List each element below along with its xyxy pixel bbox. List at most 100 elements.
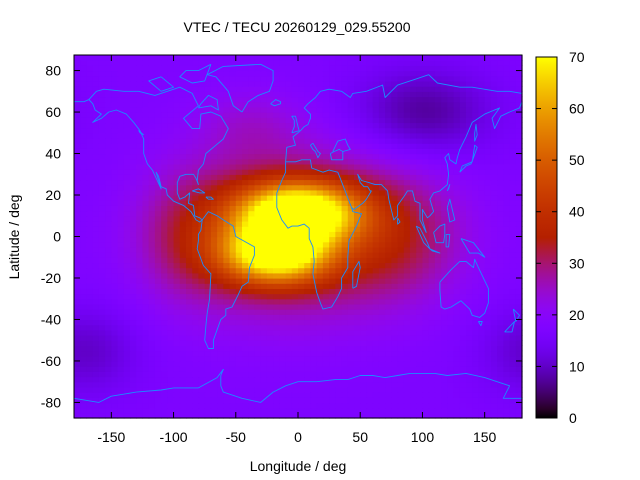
heatmap-cell [173, 324, 181, 331]
heatmap-cell [378, 329, 386, 336]
heatmap-cell [117, 407, 125, 414]
heatmap-cell [347, 91, 355, 98]
heatmap-cell [223, 267, 231, 274]
heatmap-cell [497, 86, 504, 92]
heatmap-cell [242, 319, 249, 326]
heatmap-cell [354, 324, 361, 331]
heatmap-cell [136, 329, 144, 336]
heatmap-cell [130, 366, 137, 372]
heatmap-cell [298, 101, 305, 108]
heatmap-cell [273, 376, 280, 383]
heatmap-cell [130, 189, 137, 196]
heatmap-cell [515, 184, 523, 191]
heatmap-cell [229, 184, 237, 191]
heatmap-cell [254, 96, 262, 103]
heatmap-cell [123, 143, 131, 149]
heatmap-cell [478, 257, 486, 264]
heatmap-cell [285, 236, 293, 243]
heatmap-cell [304, 324, 312, 331]
heatmap-cell [98, 132, 106, 139]
heatmap-cell [123, 189, 131, 196]
heatmap-cell [130, 407, 137, 414]
heatmap-cell [111, 132, 119, 139]
heatmap-cell [80, 412, 88, 419]
heatmap-cell [316, 360, 324, 367]
heatmap-cell [204, 309, 212, 315]
heatmap-cell [136, 252, 144, 258]
heatmap-cell [235, 335, 243, 341]
heatmap-cell [360, 241, 368, 248]
heatmap-cell [86, 319, 94, 326]
heatmap-cell [273, 324, 280, 331]
heatmap-cell [74, 314, 81, 321]
heatmap-cell [260, 127, 268, 134]
heatmap-cell [410, 174, 417, 181]
heatmap-cell [92, 153, 100, 160]
heatmap-cell [167, 350, 175, 357]
heatmap-cell [130, 298, 137, 305]
heatmap-cell [154, 75, 162, 82]
heatmap-cell [447, 143, 455, 149]
heatmap-cell [459, 277, 467, 284]
heatmap-cell [466, 412, 473, 419]
heatmap-cell [515, 60, 523, 66]
heatmap-cell [347, 350, 355, 357]
heatmap-cell [266, 143, 274, 149]
heatmap-cell [416, 319, 424, 326]
heatmap-cell [273, 70, 280, 77]
heatmap-cell [92, 335, 100, 341]
heatmap-cell [310, 267, 318, 274]
heatmap-cell [403, 148, 411, 155]
heatmap-cell [341, 169, 349, 175]
heatmap-cell [310, 210, 318, 217]
heatmap-cell [167, 257, 175, 264]
heatmap-cell [391, 283, 399, 289]
heatmap-cell [204, 376, 212, 383]
heatmap-cell [422, 350, 430, 357]
heatmap-cell [422, 174, 430, 181]
heatmap-cell [472, 319, 480, 326]
heatmap-cell [285, 298, 293, 305]
heatmap-cell [515, 303, 523, 310]
heatmap-cell [273, 246, 280, 253]
heatmap-cell [422, 122, 430, 129]
heatmap-cell [416, 122, 424, 129]
heatmap-cell [111, 215, 119, 222]
heatmap-cell [490, 153, 498, 160]
heatmap-cell [291, 132, 299, 139]
heatmap-cell [310, 127, 318, 134]
heatmap-cell [279, 381, 287, 388]
heatmap-cell [378, 376, 386, 383]
heatmap-cell [266, 257, 274, 264]
heatmap-cell [304, 163, 312, 170]
heatmap-cell [422, 153, 430, 160]
heatmap-cell [204, 335, 212, 341]
heatmap-cell [410, 272, 417, 279]
heatmap-cell [235, 226, 243, 232]
heatmap-cell [266, 252, 274, 258]
heatmap-cell [235, 267, 243, 274]
heatmap-cell [142, 127, 150, 134]
heatmap-cell [142, 397, 150, 404]
heatmap-cell [210, 117, 218, 124]
heatmap-cell [186, 137, 193, 144]
heatmap-cell [484, 143, 492, 149]
heatmap-cell [329, 335, 336, 341]
heatmap-cell [74, 402, 81, 409]
heatmap-cell [459, 101, 467, 108]
heatmap-cell [366, 91, 374, 98]
heatmap-cell [266, 220, 274, 227]
heatmap-cell [310, 226, 318, 232]
heatmap-cell [117, 402, 125, 409]
heatmap-cell [509, 231, 517, 238]
heatmap-cell [285, 407, 293, 414]
heatmap-cell [117, 252, 125, 258]
heatmap-cell [391, 267, 399, 274]
heatmap-cell [497, 132, 504, 139]
heatmap-cell [341, 75, 349, 82]
heatmap-cell [335, 272, 343, 279]
heatmap-cell [98, 371, 106, 378]
heatmap-cell [391, 210, 399, 217]
heatmap-cell [360, 205, 368, 212]
heatmap-cell [347, 179, 355, 186]
